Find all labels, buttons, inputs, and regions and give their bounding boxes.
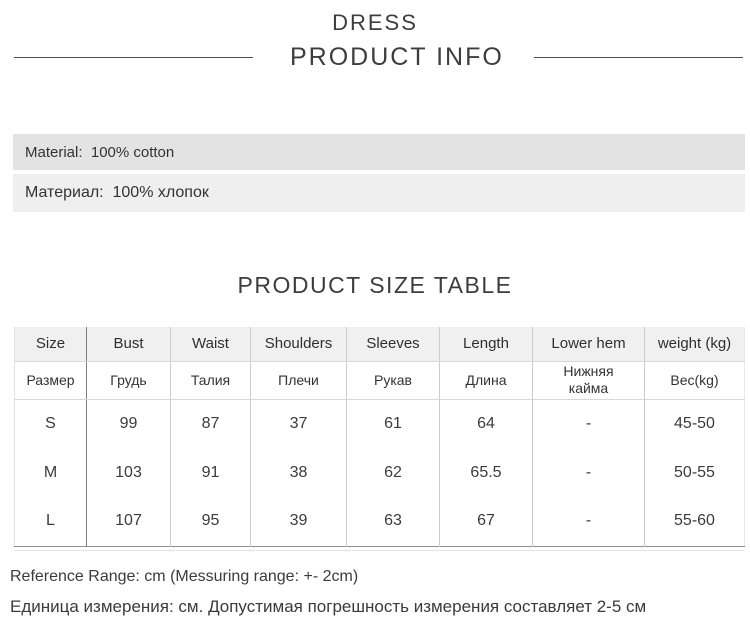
cell-weight: 55-60 — [674, 512, 715, 530]
cell-sleeves: 62 — [346, 448, 440, 497]
material-section: Material: 100% cotton Материал: 100% хло… — [0, 134, 750, 212]
table-header-row-ru: Размер Грудь Талия Плечи Рукав Длина Ниж… — [14, 361, 745, 400]
column-header-sleeves-ru: Рукав — [346, 361, 440, 400]
cell-sleeves: 61 — [346, 399, 440, 448]
column-header-lower-hem-ru: Нижняя кайма — [532, 361, 645, 400]
column-header-weight-ru: Вес(kg) — [644, 361, 745, 400]
size-row-s: S 99 87 37 61 64 - 45-50 — [14, 399, 745, 448]
cell-waist: 95 — [170, 497, 251, 546]
cell-sleeves: 63 — [346, 497, 440, 546]
table-header-row-en: Size Bust Waist Shoulders Sleeves Length… — [14, 327, 745, 362]
column-header-length: Length — [439, 327, 533, 362]
cell-waist: 87 — [170, 399, 251, 448]
cell-size: S — [14, 399, 87, 448]
material-row-en: Material: 100% cotton — [13, 134, 745, 170]
product-info-heading: PRODUCT INFO — [290, 42, 504, 71]
table-bottom-shadow-line — [14, 549, 744, 551]
cell-lower-hem: - — [532, 399, 645, 448]
product-title: DRESS — [332, 10, 418, 35]
page-header: DRESS PRODUCT INFO — [0, 0, 750, 72]
cell-lower-hem: - — [532, 448, 645, 497]
column-header-weight: weight (kg) — [644, 327, 745, 362]
cell-bust: 99 — [86, 399, 171, 448]
size-row-l: L 107 95 39 63 67 - 55-60 — [14, 497, 745, 546]
cell-length: 67 — [439, 497, 533, 546]
cell-length: 64 — [439, 399, 533, 448]
product-info-row: PRODUCT INFO — [0, 42, 750, 72]
column-header-bust: Bust — [86, 327, 171, 362]
reference-note-ru: Единица измерения: см. Допустимая погреш… — [10, 596, 647, 616]
cell-weight: 50-55 — [674, 463, 715, 481]
header-rule-right — [533, 56, 743, 58]
cell-shoulders: 38 — [250, 448, 347, 497]
column-header-waist: Waist — [170, 327, 251, 362]
cell-shoulders: 37 — [250, 399, 347, 448]
cell-shoulders: 39 — [250, 497, 347, 546]
column-header-size-ru: Размер — [14, 361, 87, 400]
column-header-lower-hem: Lower hem — [532, 327, 645, 362]
cell-size: M — [14, 448, 87, 497]
column-header-shoulders: Shoulders — [250, 327, 347, 362]
cell-bust: 107 — [86, 497, 171, 546]
size-table-heading: PRODUCT SIZE TABLE — [237, 272, 513, 298]
cell-bust: 103 — [86, 448, 171, 497]
cell-size: L — [14, 497, 87, 546]
footer-notes: Reference Range: cm (Messuring range: +-… — [0, 568, 750, 617]
size-table: Size Bust Waist Shoulders Sleeves Length… — [14, 327, 745, 547]
size-row-m: M 103 91 38 62 65.5 - 50-55 — [14, 448, 745, 497]
column-header-waist-ru: Талия — [170, 361, 251, 400]
cell-waist: 91 — [170, 448, 251, 497]
column-header-size: Size — [14, 327, 87, 362]
column-header-bust-ru: Грудь — [86, 361, 171, 400]
column-header-length-ru: Длина — [439, 361, 533, 400]
cell-length: 65.5 — [439, 448, 533, 497]
cell-weight: 45-50 — [674, 414, 715, 432]
cell-lower-hem: - — [532, 497, 645, 546]
column-header-shoulders-ru: Плечи — [250, 361, 347, 400]
header-rule-left — [14, 56, 253, 58]
reference-note-en: Reference Range: cm (Messuring range: +-… — [10, 567, 359, 585]
material-row-ru: Материал: 100% хлопок — [13, 174, 745, 212]
column-header-sleeves: Sleeves — [346, 327, 440, 362]
